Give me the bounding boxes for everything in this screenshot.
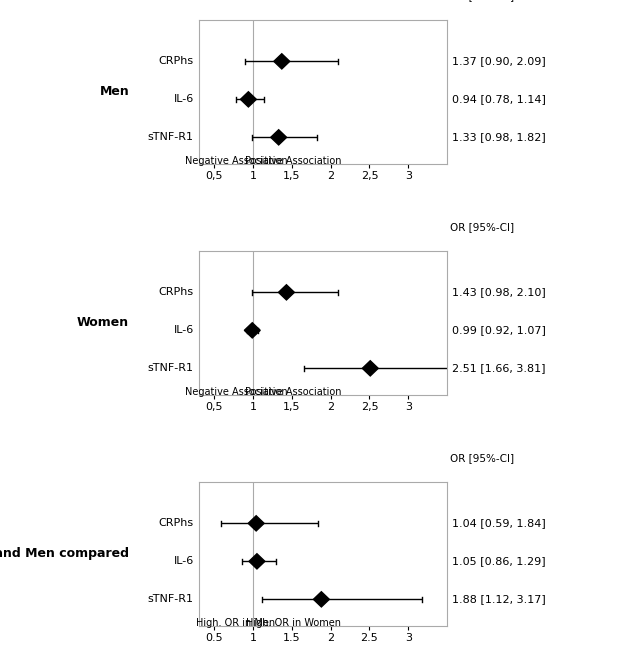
- Text: sTNF-R1: sTNF-R1: [148, 363, 194, 374]
- Text: 0.99 [0.92, 1.07]: 0.99 [0.92, 1.07]: [452, 325, 546, 335]
- Text: IL-6: IL-6: [173, 95, 194, 104]
- Text: OR [95%-CI]: OR [95%-CI]: [450, 222, 514, 232]
- Text: CRPhs: CRPhs: [158, 288, 194, 297]
- Polygon shape: [244, 323, 260, 338]
- Text: Positive Association: Positive Association: [245, 387, 342, 396]
- Text: 2.51 [1.66, 3.81]: 2.51 [1.66, 3.81]: [452, 363, 546, 374]
- Polygon shape: [278, 285, 294, 300]
- Text: 1.04 [0.59, 1.84]: 1.04 [0.59, 1.84]: [452, 518, 546, 528]
- Text: OR [95%-CI]: OR [95%-CI]: [450, 452, 514, 463]
- Text: Men: Men: [99, 85, 129, 98]
- Polygon shape: [271, 130, 287, 145]
- Text: High. OR in Men: High. OR in Men: [196, 617, 276, 628]
- Text: 1.88 [1.12, 3.17]: 1.88 [1.12, 3.17]: [452, 595, 546, 604]
- Polygon shape: [314, 592, 329, 607]
- Text: 1.05 [0.86, 1.29]: 1.05 [0.86, 1.29]: [452, 556, 546, 567]
- Polygon shape: [274, 53, 290, 69]
- Text: Positive Association: Positive Association: [245, 156, 342, 166]
- Polygon shape: [240, 92, 256, 107]
- Text: sTNF-R1: sTNF-R1: [148, 595, 194, 604]
- Text: High. OR in Women: High. OR in Women: [246, 617, 341, 628]
- Text: 1.33 [0.98, 1.82]: 1.33 [0.98, 1.82]: [452, 132, 546, 142]
- Text: Negative Association: Negative Association: [184, 387, 288, 396]
- Text: sTNF-R1: sTNF-R1: [148, 132, 194, 142]
- Text: Women and Men compared: Women and Men compared: [0, 547, 129, 560]
- Polygon shape: [362, 361, 378, 376]
- Text: IL-6: IL-6: [173, 556, 194, 567]
- Text: Women: Women: [77, 316, 129, 329]
- Text: 1.43 [0.98, 2.10]: 1.43 [0.98, 2.10]: [452, 288, 546, 297]
- Text: IL-6: IL-6: [173, 325, 194, 335]
- Polygon shape: [249, 554, 265, 569]
- Text: Negative Association: Negative Association: [184, 156, 288, 166]
- Text: CRPhs: CRPhs: [158, 56, 194, 67]
- Text: 0.94 [0.78, 1.14]: 0.94 [0.78, 1.14]: [452, 95, 546, 104]
- Polygon shape: [248, 516, 264, 531]
- Text: 1.37 [0.90, 2.09]: 1.37 [0.90, 2.09]: [452, 56, 546, 67]
- Text: CRPhs: CRPhs: [158, 518, 194, 528]
- Text: OR [95%-CI]: OR [95%-CI]: [450, 0, 514, 1]
